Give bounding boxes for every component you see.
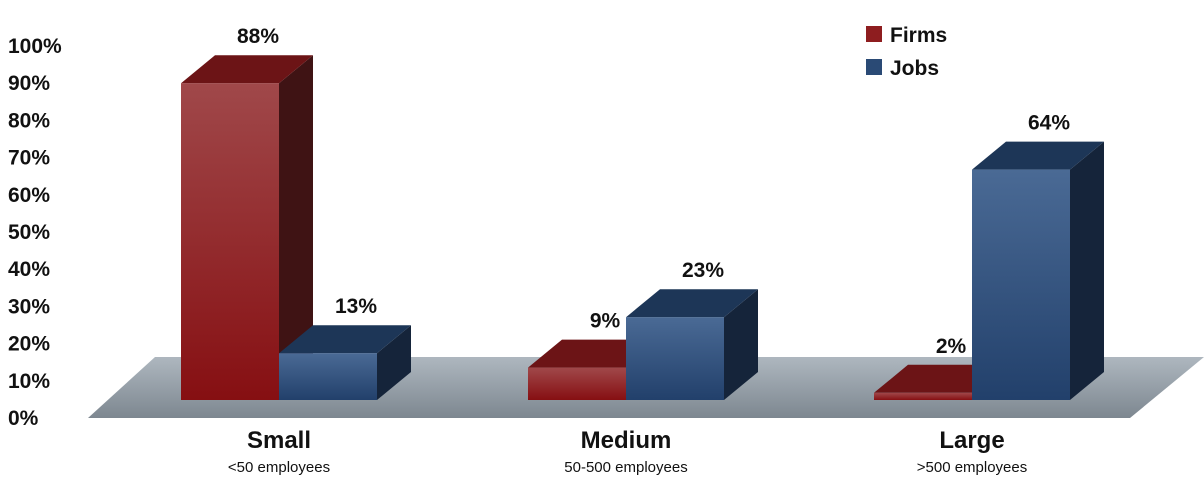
- bar-front-face: [874, 392, 972, 400]
- bar-top-face: [279, 325, 411, 354]
- y-tick-label: 90%: [8, 72, 50, 95]
- y-tick-label: 10%: [8, 370, 50, 393]
- value-label-jobs-medium: 23%: [682, 259, 724, 282]
- value-label-firms-medium: 9%: [590, 310, 621, 333]
- legend: Firms Jobs: [866, 24, 947, 80]
- bar-front-face: [626, 317, 724, 400]
- bar-top-face: [181, 55, 313, 84]
- bar-front-face: [972, 169, 1070, 400]
- category-label-small: Small: [247, 427, 311, 454]
- category-sublabel-large: >500 employees: [917, 459, 1028, 476]
- bar-front-face: [528, 367, 626, 400]
- y-tick-label: 20%: [8, 333, 50, 356]
- value-label-jobs-small: 13%: [335, 295, 377, 318]
- category-sublabel-medium: 50-500 employees: [564, 459, 687, 476]
- value-labels: 88% 13% 9% 23% 2% 64%: [237, 25, 1070, 358]
- y-tick-label: 70%: [8, 147, 50, 170]
- legend-label-firms: Firms: [890, 24, 947, 47]
- bar-front-face: [279, 353, 377, 400]
- category-label-large: Large: [939, 427, 1004, 454]
- legend-item-jobs: Jobs: [866, 57, 939, 80]
- bar-top-face: [626, 289, 758, 318]
- bar-jobs-medium: [626, 289, 758, 400]
- value-label-firms-small: 88%: [237, 25, 279, 48]
- bars: [181, 55, 1104, 400]
- y-tick-label: 100%: [8, 35, 62, 58]
- bar-side-face: [377, 325, 411, 400]
- value-label-jobs-large: 64%: [1028, 112, 1070, 135]
- y-tick-label: 50%: [8, 221, 50, 244]
- category-sublabel-small: <50 employees: [228, 459, 330, 476]
- bar-top-face: [972, 141, 1104, 170]
- bar-firms-small: [181, 55, 313, 400]
- y-tick-label: 30%: [8, 295, 50, 318]
- y-tick-label: 80%: [8, 109, 50, 132]
- y-axis-ticks: 0% 10% 20% 30% 40% 50% 60% 70% 80% 90% 100%: [8, 35, 62, 430]
- legend-item-firms: Firms: [866, 24, 947, 47]
- legend-swatch-firms: [866, 26, 882, 42]
- y-tick-label: 40%: [8, 258, 50, 281]
- bar-jobs-large: [972, 141, 1104, 400]
- bar-side-face: [1070, 141, 1104, 400]
- legend-swatch-jobs: [866, 59, 882, 75]
- category-label-medium: Medium: [581, 427, 672, 454]
- bar-jobs-small: [279, 325, 411, 400]
- y-tick-label: 60%: [8, 184, 50, 207]
- bar-side-face: [724, 289, 758, 400]
- bar-side-face: [279, 55, 313, 400]
- legend-label-jobs: Jobs: [890, 57, 939, 80]
- value-label-firms-large: 2%: [936, 335, 967, 358]
- y-tick-label: 0%: [8, 407, 39, 430]
- category-labels: Small <50 employees Medium 50-500 employees…: [228, 427, 1027, 476]
- bar-front-face: [181, 83, 279, 400]
